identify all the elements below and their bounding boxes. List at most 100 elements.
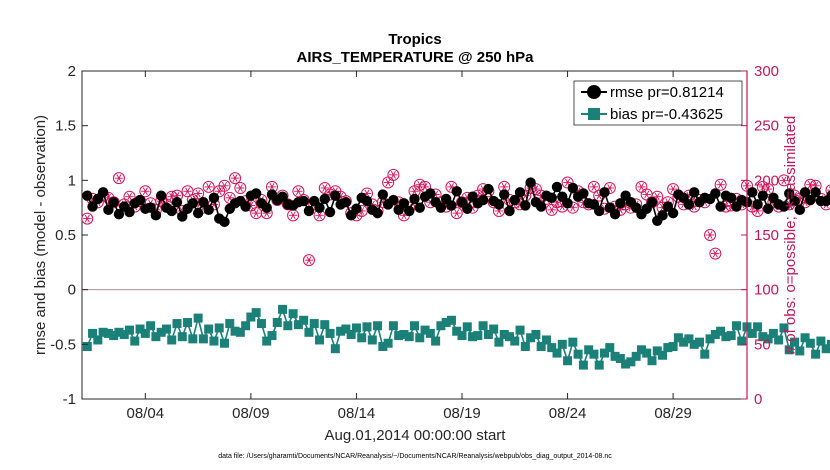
bias-point <box>510 336 520 346</box>
bias-point <box>204 324 214 334</box>
obs-count-marker <box>714 178 727 191</box>
obs-count-marker <box>229 172 242 185</box>
rmse-point <box>398 198 410 209</box>
y-axis-label-right: # of obs: o=possible; ∗=assimilated <box>782 116 799 355</box>
obs-count-marker <box>704 229 717 241</box>
rmse-point <box>203 204 214 216</box>
bias-point <box>420 325 430 335</box>
bias-point <box>383 338 393 348</box>
bias-point <box>747 328 757 338</box>
bias-point <box>88 328 98 338</box>
bias-point <box>220 338 229 348</box>
rmse-point <box>124 206 135 218</box>
rmse-point <box>747 187 758 198</box>
bias-point <box>293 320 303 330</box>
bias-point <box>695 337 704 347</box>
rmse-point <box>757 190 769 201</box>
bias-point <box>679 337 689 347</box>
bias-point <box>388 321 398 331</box>
bias-point <box>726 331 736 341</box>
bias-point <box>235 327 245 337</box>
bias-point <box>93 335 103 345</box>
y-tick-label: 1.5 <box>55 118 76 135</box>
bias-point <box>494 337 504 347</box>
bias-point <box>446 315 456 325</box>
rmse-point <box>514 187 526 198</box>
y-tick-label: -1 <box>63 391 76 408</box>
obs-count-marker <box>112 172 125 185</box>
bias-point <box>563 356 573 366</box>
bias-point <box>784 345 794 355</box>
bias-point <box>315 335 324 345</box>
rmse-point <box>646 197 658 208</box>
bias-point <box>684 334 694 344</box>
bias-point <box>779 323 789 333</box>
y-tick-right-label: 50 <box>754 336 771 353</box>
bias-point <box>763 334 773 344</box>
bias-point <box>636 345 646 355</box>
bias-point <box>320 320 330 330</box>
bias-point <box>425 328 435 338</box>
rmse-point <box>504 205 515 217</box>
bias-point <box>795 346 805 356</box>
rmse-point <box>509 194 520 206</box>
bias-point <box>483 329 493 339</box>
obs-count-marker <box>302 254 315 267</box>
obs-count-marker <box>192 187 205 200</box>
legend-rmse-label: rmse pr=0.81214 <box>610 84 724 101</box>
rmse-point <box>546 192 557 204</box>
rmse-point <box>97 187 109 198</box>
rmse-point <box>171 197 183 208</box>
y-tick-right-label: 200 <box>754 172 779 189</box>
obs-count-marker <box>587 180 600 193</box>
obs-count-marker <box>709 247 722 260</box>
bias-point <box>557 339 567 349</box>
rmse-point <box>330 190 341 201</box>
bias-point <box>119 329 129 339</box>
rmse-point <box>435 202 447 213</box>
bias-point <box>700 349 710 359</box>
bias-point <box>288 309 298 319</box>
rmse-point <box>303 205 315 217</box>
bias-point <box>82 342 92 352</box>
obs-count-marker <box>667 183 680 196</box>
rmse-point <box>145 202 156 213</box>
bias-point <box>193 313 203 323</box>
bias-point <box>473 331 483 341</box>
bias-point <box>325 328 335 338</box>
chart-title: Tropics <box>388 31 441 48</box>
bias-point <box>584 345 594 355</box>
legend-rmse-marker <box>587 85 601 99</box>
bias-point <box>663 343 673 353</box>
bias-point <box>452 326 462 336</box>
bias-point <box>758 332 768 342</box>
rmse-point <box>298 195 309 207</box>
bias-point <box>536 342 546 352</box>
obs-count-marker <box>825 184 830 196</box>
bias-point <box>146 321 156 331</box>
rmse-point <box>324 206 336 218</box>
obs-count-marker <box>139 185 152 198</box>
bias-point <box>737 336 747 346</box>
rmse-point <box>826 190 830 201</box>
bias-point <box>283 321 293 331</box>
bias-point <box>188 334 198 344</box>
rmse-point <box>372 207 383 219</box>
bias-point <box>246 312 256 322</box>
obs-count-marker <box>762 183 775 196</box>
bias-point <box>404 332 414 342</box>
rmse-point <box>689 187 700 198</box>
bias-point <box>114 327 124 337</box>
bias-point <box>198 334 208 344</box>
bias-point <box>367 335 377 345</box>
rmse-point <box>535 201 547 212</box>
rmse-point <box>657 210 668 221</box>
bias-point <box>415 333 425 343</box>
bias-point <box>499 329 509 339</box>
rmse-point <box>351 203 362 214</box>
bias-point <box>642 348 652 358</box>
rmse-point <box>794 204 805 216</box>
rmse-point <box>187 198 199 209</box>
rmse-point <box>177 211 188 222</box>
